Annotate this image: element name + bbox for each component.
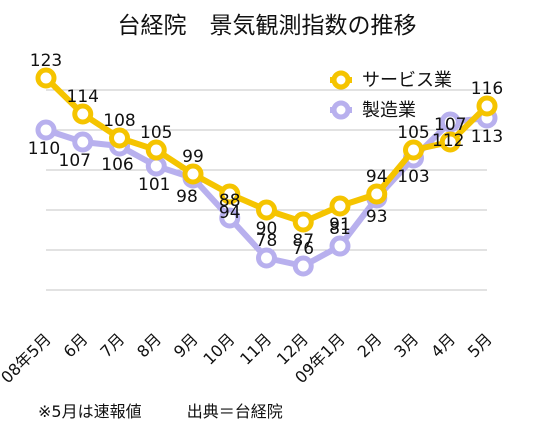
legend-swatch-marker bbox=[331, 70, 351, 90]
data-point bbox=[35, 119, 57, 141]
data-label-service: 107 bbox=[434, 115, 466, 135]
data-label-service: 94 bbox=[219, 203, 241, 223]
data-point bbox=[476, 95, 498, 117]
data-label-manufacturing: 103 bbox=[397, 167, 429, 187]
data-point bbox=[109, 127, 130, 149]
x-tick-label: 5月 bbox=[464, 329, 496, 361]
series-layer bbox=[35, 67, 498, 277]
x-tick-label: 10月 bbox=[199, 329, 238, 368]
data-label-service: 105 bbox=[140, 123, 172, 143]
data-label-service: 123 bbox=[30, 51, 62, 71]
data-label-service: 116 bbox=[471, 79, 503, 99]
data-point bbox=[256, 247, 277, 269]
data-point bbox=[145, 139, 167, 161]
data-point bbox=[439, 111, 461, 133]
data-label-manufacturing: 110 bbox=[28, 139, 60, 159]
data-label-manufacturing: 101 bbox=[138, 175, 170, 195]
data-point bbox=[292, 211, 314, 233]
data-point bbox=[72, 131, 94, 153]
data-point bbox=[219, 207, 241, 229]
x-tick-label: 6月 bbox=[60, 329, 92, 361]
data-label-manufacturing: 78 bbox=[256, 231, 278, 251]
data-point bbox=[329, 235, 351, 257]
x-tick-label: 4月 bbox=[427, 329, 459, 361]
data-label-manufacturing: 106 bbox=[101, 155, 133, 175]
data-label-manufacturing: 76 bbox=[292, 239, 314, 259]
data-point bbox=[329, 195, 351, 217]
x-tick-label: 3月 bbox=[390, 329, 422, 361]
footnote: ※5月は速報値 出典＝台経院 bbox=[38, 398, 283, 422]
data-label-service: 87 bbox=[292, 231, 314, 251]
data-point bbox=[72, 103, 94, 125]
footnote-source: 出典＝台経院 bbox=[186, 402, 283, 421]
data-point bbox=[403, 139, 424, 161]
data-label-service: 94 bbox=[366, 167, 388, 187]
data-label-service: 108 bbox=[103, 111, 135, 131]
data-point bbox=[256, 199, 277, 221]
data-label-manufacturing: 93 bbox=[366, 207, 388, 227]
data-label-manufacturing: 113 bbox=[471, 127, 503, 147]
series-service bbox=[35, 67, 498, 233]
x-tick-label: 8月 bbox=[133, 329, 165, 361]
data-label-service: 114 bbox=[67, 87, 99, 107]
data-label-manufacturing: 98 bbox=[176, 187, 198, 207]
data-point bbox=[366, 183, 388, 205]
data-point bbox=[439, 131, 461, 153]
data-point bbox=[35, 67, 57, 89]
data-point bbox=[219, 183, 241, 205]
x-tick-label: 7月 bbox=[96, 329, 128, 361]
footnote-note: ※5月は速報値 bbox=[38, 402, 142, 421]
data-point bbox=[182, 163, 204, 185]
legend-swatch-marker bbox=[331, 100, 351, 120]
x-tick-label: 9月 bbox=[170, 329, 202, 361]
data-label-manufacturing: 107 bbox=[59, 151, 91, 171]
data-label-manufacturing: 88 bbox=[219, 191, 241, 211]
data-label-service: 90 bbox=[256, 219, 278, 239]
data-label-manufacturing: 112 bbox=[432, 131, 464, 151]
legend-label: サービス業 bbox=[362, 70, 452, 91]
chart-title: 台経院 景気観測指数の推移 bbox=[118, 13, 417, 39]
x-tick-label: 08年5月 bbox=[0, 329, 55, 387]
data-label-service: 105 bbox=[397, 123, 429, 143]
data-label-manufacturing: 81 bbox=[329, 219, 351, 239]
x-tick-label: 2月 bbox=[354, 329, 386, 361]
data-label-service: 99 bbox=[182, 147, 204, 167]
data-label-service: 91 bbox=[329, 215, 351, 235]
x-tick-label: 11月 bbox=[236, 329, 275, 368]
legend-label: 製造業 bbox=[362, 100, 416, 121]
data-point bbox=[292, 255, 314, 277]
